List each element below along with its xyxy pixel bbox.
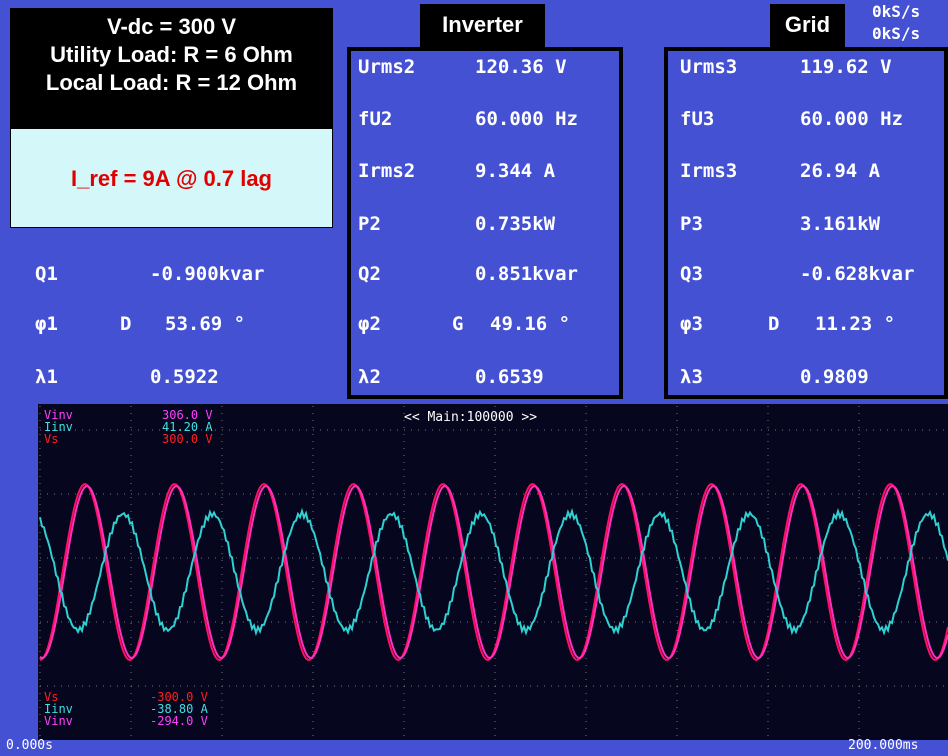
grid-header-bg [770, 4, 845, 48]
scope-label: Vinv [44, 714, 73, 728]
row-label: Irms2 [358, 160, 416, 182]
trigger-label: << Main:100000 >> [404, 410, 538, 425]
inverter-header: Inverter [442, 12, 523, 37]
scope-value: 41.20 A [162, 420, 213, 434]
overlay-top [10, 8, 333, 128]
time-start: 0.000s [6, 738, 53, 753]
row-value: 120.36 V [475, 56, 567, 78]
row-value: -0.628kvar [800, 263, 915, 285]
inverter-panel [347, 47, 623, 399]
scope-label: Iinv [44, 420, 73, 434]
waveform [39, 507, 948, 637]
row-value: 0.9809 [800, 366, 869, 388]
waveform [39, 482, 948, 662]
row-value: 0.5922 [150, 366, 219, 388]
overlay-line: Utility Load: R = 6 Ohm [50, 42, 293, 67]
row-value: 60.000 Hz [475, 108, 578, 130]
scope-value: -294.0 V [150, 714, 208, 728]
row-value: 119.62 V [800, 56, 892, 78]
scope-value: 306.0 V [162, 408, 213, 422]
row-value: 0.735kW [475, 213, 556, 235]
row-value: 11.23 ° [815, 313, 896, 335]
row-label: P2 [358, 213, 381, 235]
row-label: Urms2 [358, 56, 416, 78]
scope-value: -38.80 A [150, 702, 208, 716]
overlay-line: V-dc = 300 V [106, 14, 237, 39]
overlay-note-bg [10, 128, 333, 228]
grid-header: Grid [784, 12, 831, 37]
rate-label: 0kS/s [872, 24, 921, 43]
scope-label: Iinv [44, 702, 73, 716]
row-value: 53.69 ° [165, 313, 246, 335]
row-label: λ2 [358, 366, 381, 388]
row-label: λ1 [35, 366, 58, 388]
row-flag: D [120, 313, 132, 335]
row-value: 3.161kW [800, 213, 881, 235]
row-value: 49.16 ° [490, 313, 571, 335]
row-label: Q1 [35, 263, 58, 285]
scope-value: -300.0 V [150, 690, 208, 704]
row-label: fU3 [680, 108, 715, 130]
scope-label: Vinv [44, 408, 73, 422]
row-label: Irms3 [680, 160, 738, 182]
overlay-note: I_ref = 9A @ 0.7 lag [70, 166, 272, 191]
row-value: -0.900kvar [150, 263, 265, 285]
row-value: 26.94 A [800, 160, 881, 182]
inverter-header-bg [420, 4, 545, 48]
row-label: φ1 [35, 313, 58, 335]
row-label: Q3 [680, 263, 703, 285]
grid-panel [664, 47, 948, 399]
scope-value: 300.0 V [162, 432, 213, 446]
row-label: φ3 [680, 313, 703, 335]
row-label: Urms3 [680, 56, 738, 78]
rate-label: 0kS/s [872, 2, 921, 21]
row-value: 60.000 Hz [800, 108, 903, 130]
row-label: P3 [680, 213, 703, 235]
row-value: 0.6539 [475, 366, 544, 388]
scope-label: Vs [44, 432, 59, 446]
row-label: fU2 [358, 108, 393, 130]
waveform [39, 484, 948, 660]
row-label: Q2 [358, 263, 381, 285]
scope-label: Vs [44, 690, 59, 704]
row-flag: G [452, 313, 464, 335]
time-end: 200.000ms [848, 738, 919, 753]
row-value: 9.344 A [475, 160, 556, 182]
row-label: φ2 [358, 313, 381, 335]
overlay-line: Local Load: R = 12 Ohm [45, 70, 298, 95]
row-flag: D [768, 313, 780, 335]
row-value: 0.851kvar [475, 263, 578, 285]
row-label: λ3 [680, 366, 703, 388]
